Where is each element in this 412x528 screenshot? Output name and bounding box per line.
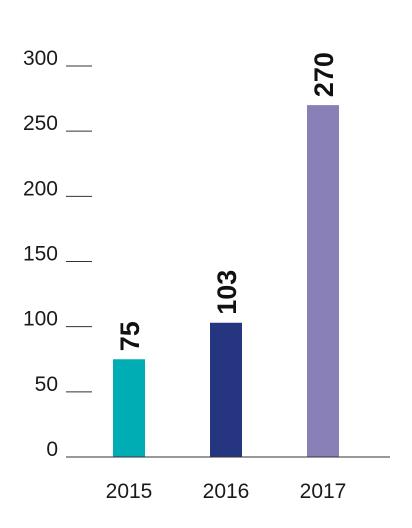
x-axis: 2015 2016 2017 xyxy=(106,480,347,503)
x-tick-label: 2015 xyxy=(106,480,153,503)
y-tick-label: 300 xyxy=(23,47,58,70)
data-label-2015: 75 xyxy=(115,321,145,351)
y-tick-label: 250 xyxy=(23,112,58,135)
y-tick-label: 0 xyxy=(46,438,58,461)
y-tick-label: 150 xyxy=(23,243,58,266)
bar-2017 xyxy=(307,105,339,457)
data-labels: 75 103 270 xyxy=(115,52,339,351)
bars xyxy=(113,105,339,457)
data-label-2016: 103 xyxy=(212,270,242,315)
y-tick-label: 50 xyxy=(35,373,58,396)
bar-2016 xyxy=(210,322,242,457)
y-axis: 0 50 100 150 200 250 300 xyxy=(23,47,92,461)
data-label-2017: 270 xyxy=(309,52,339,97)
bar-2015 xyxy=(113,359,145,457)
x-tick-label: 2017 xyxy=(300,480,347,503)
x-tick-label: 2016 xyxy=(203,480,250,503)
y-tick-label: 200 xyxy=(23,177,58,200)
y-tick-label: 100 xyxy=(23,308,58,331)
